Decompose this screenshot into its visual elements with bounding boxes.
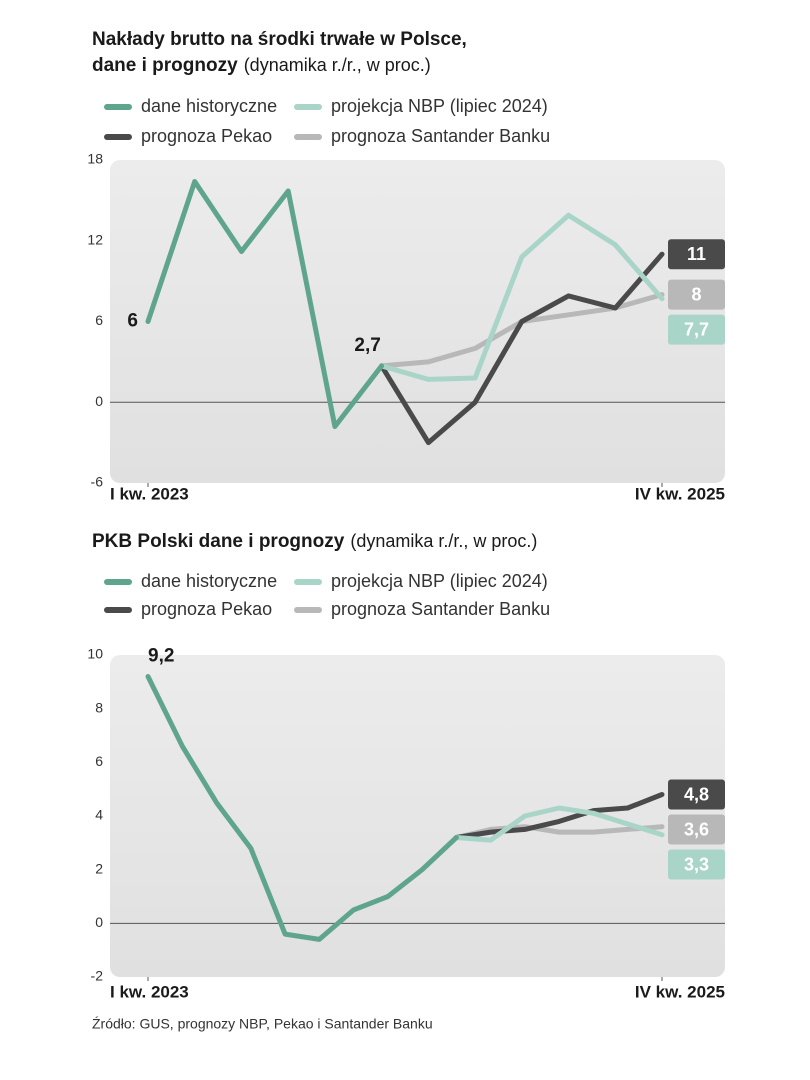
series-line: [145, 674, 459, 942]
y-tick-label: -2: [91, 968, 104, 984]
series-line: [379, 212, 665, 382]
y-tick-label: 8: [95, 699, 103, 715]
value-label-box: [668, 239, 725, 270]
x-tick-label: IV kw. 2025: [635, 484, 725, 503]
value-label: 2,7: [354, 335, 380, 356]
value-label: 11: [687, 244, 706, 264]
plot-background: [110, 655, 725, 977]
value-label: 7,7: [684, 319, 709, 339]
y-tick-label: -6: [91, 474, 104, 490]
series-line: [379, 251, 665, 446]
legend-label: projekcja NBP (lipiec 2024): [331, 96, 548, 116]
y-tick-label: 6: [95, 753, 103, 769]
series-line: [453, 792, 665, 840]
y-tick-label: 10: [87, 646, 103, 662]
y-tick-label: 0: [95, 914, 103, 930]
legend-label: prognoza Pekao: [141, 599, 272, 619]
x-tick-label: IV kw. 2025: [635, 982, 725, 1001]
chart-title: PKB Polski dane i prognozy: [92, 531, 345, 552]
chart-subtitle: (dynamika r./r., w proc.): [350, 531, 537, 551]
series-line: [453, 824, 665, 840]
source: Źródło: GUS, prognozy NBP, Pekao i Santa…: [92, 1016, 433, 1032]
value-label-box: [668, 779, 725, 810]
value-label: 8: [691, 284, 701, 304]
y-tick-label: 12: [87, 231, 103, 247]
legend-label: dane historyczne: [141, 571, 277, 591]
chart-title: dane i prognozy: [92, 55, 238, 76]
series-line: [145, 179, 385, 429]
value-label: 3,3: [684, 854, 709, 874]
y-tick-label: 2: [95, 860, 103, 876]
y-tick-label: 18: [87, 151, 103, 167]
y-tick-label: 0: [95, 393, 103, 409]
value-label: 4,8: [684, 784, 709, 804]
x-tick-label: I kw. 2023: [110, 484, 189, 503]
legend-label: prognoza Santander Banku: [331, 126, 550, 146]
value-label-box: [668, 849, 725, 880]
chart-title: Nakłady brutto na środki trwałe w Polsce…: [92, 29, 467, 50]
legend-label: prognoza Santander Banku: [331, 599, 550, 619]
y-tick-label: 6: [95, 312, 103, 328]
value-label-box: [668, 314, 725, 345]
plot-background: [110, 160, 725, 483]
chart-subtitle: (dynamika r./r., w proc.): [244, 55, 431, 75]
x-tick-label: I kw. 2023: [110, 982, 189, 1001]
legend-label: projekcja NBP (lipiec 2024): [331, 571, 548, 591]
legend-label: prognoza Pekao: [141, 126, 272, 146]
value-label: 3,6: [684, 819, 709, 839]
series-line: [453, 805, 665, 843]
y-tick-label: 4: [95, 807, 103, 823]
value-label: 9,2: [148, 645, 174, 666]
legend-label: dane historyczne: [141, 96, 277, 116]
value-label-box: [668, 814, 725, 845]
value-label-box: [668, 279, 725, 310]
value-label: 6: [127, 311, 138, 332]
